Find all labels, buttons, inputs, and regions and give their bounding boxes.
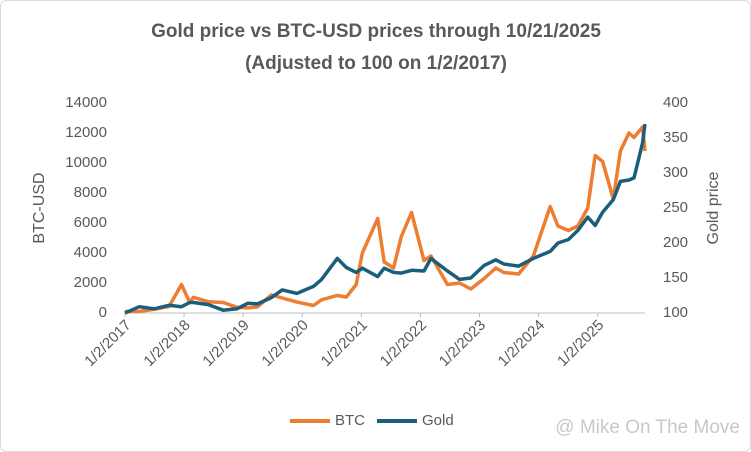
y-tick-label: 4000 [74,244,107,261]
y-tick-label: 0 [99,304,107,321]
y-tick-label: 8000 [74,184,107,201]
legend-label: Gold [422,412,454,429]
watermark: @ Mike On The Move [555,417,740,438]
y2-tick-label: 100 [663,304,688,321]
y2-tick-label: 250 [663,199,688,216]
y-tick-label: 14000 [65,94,107,111]
y2-tick-label: 300 [663,164,688,181]
y2-tick-label: 350 [663,129,688,146]
y-tick-label: 6000 [74,214,107,231]
series-line [124,123,647,315]
series-line [124,125,647,314]
y-tick-label: 10000 [65,154,107,171]
y2-tick-label: 400 [663,94,688,111]
y-tick-label: 2000 [74,274,107,291]
chart-subtitle: (Adjusted to 100 on 1/2/2017) [245,53,507,74]
legend-label: BTC [335,412,365,429]
y2-tick-label: 150 [663,269,688,286]
y-tick-label: 12000 [65,124,107,141]
y2-axis-title: Gold price [705,171,722,244]
chart-title: Gold price vs BTC-USD prices through 10/… [151,21,601,42]
y-axis-title: BTC-USD [31,172,48,243]
y2-tick-label: 200 [663,234,688,251]
